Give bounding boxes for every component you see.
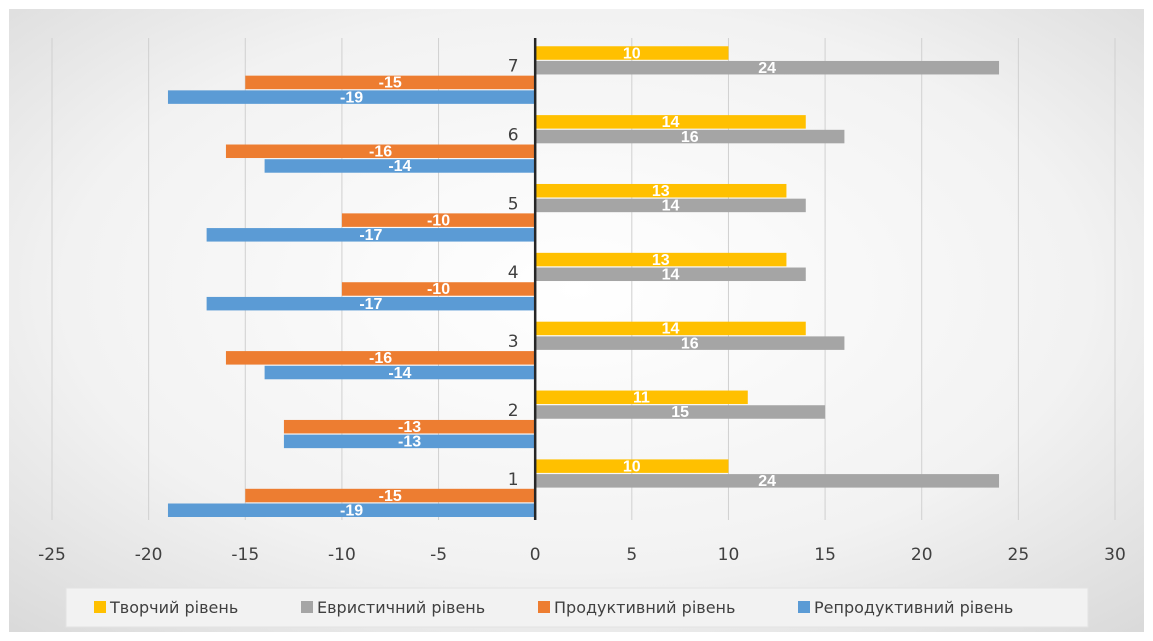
bar: [225, 351, 536, 365]
data-label: -14: [388, 365, 411, 382]
bar: [535, 129, 845, 144]
gridlines: [51, 38, 1116, 520]
legend-box: [65, 587, 1089, 628]
x-tick-label: -15: [231, 545, 259, 565]
category-label: 1: [508, 470, 519, 490]
data-label: 24: [758, 60, 776, 77]
data-label: -17: [359, 227, 382, 244]
data-label: 13: [652, 183, 670, 200]
data-label: 13: [652, 252, 670, 269]
bar: [206, 296, 536, 311]
x-tick-label: -25: [38, 545, 66, 565]
bar: [341, 282, 536, 296]
x-tick-label: 5: [626, 545, 637, 565]
axes: -25 -20 -15 -10 -5 0 5 10 15 20 25 30 1 2 3 4 5 6 7: [38, 38, 1126, 565]
legend-swatch: [538, 601, 550, 613]
bar: [535, 336, 845, 350]
data-label: 14: [662, 198, 680, 215]
bar: [245, 75, 536, 90]
x-tick-label: 25: [1008, 545, 1030, 565]
bar: [535, 198, 806, 213]
data-label: 16: [681, 335, 699, 352]
bar: [535, 252, 787, 267]
data-label: 10: [623, 45, 641, 62]
data-label: -16: [369, 144, 392, 161]
data-label: -13: [398, 434, 421, 451]
bar: [535, 321, 806, 336]
legend-entry: Творчий рівень: [109, 598, 238, 617]
x-tick-label: 10: [718, 545, 740, 565]
x-tick-label: -5: [430, 545, 447, 565]
category-label: 7: [508, 57, 519, 77]
bar: [225, 144, 536, 159]
bar: [283, 434, 536, 449]
bar: [535, 46, 729, 60]
legend-entry: Продуктивний рівень: [554, 598, 735, 617]
data-label: -15: [379, 75, 402, 92]
bar: [167, 503, 536, 517]
x-tick-label: 0: [530, 545, 541, 565]
x-tick-label: -20: [135, 545, 163, 565]
bar: [535, 390, 748, 405]
legend-swatch: [301, 601, 313, 613]
legend-swatch: [94, 601, 106, 613]
data-label: 15: [671, 404, 689, 421]
x-tick-label: 20: [911, 545, 933, 565]
bar: [535, 405, 826, 419]
data-label: -19: [340, 503, 363, 520]
bar: [283, 419, 536, 434]
bar: [535, 474, 1000, 488]
data-label: -10: [427, 212, 450, 229]
legend-entry: Евристичний рівень: [317, 598, 485, 617]
category-label: 3: [508, 332, 519, 352]
data-label: -15: [379, 488, 402, 505]
bar: [264, 159, 536, 173]
bar: [535, 60, 1000, 75]
data-label: -19: [340, 89, 363, 106]
bar: [206, 228, 536, 242]
category-label: 5: [508, 194, 519, 214]
data-label: -10: [427, 281, 450, 298]
legend: Творчий рівень Евристичний рівень Продукти…: [65, 587, 1089, 628]
legend-swatch: [798, 601, 810, 613]
data-label: 14: [662, 114, 680, 131]
data-label: 16: [681, 129, 699, 146]
bar: [341, 213, 536, 227]
category-label: 2: [508, 401, 519, 421]
x-tick-label: -10: [328, 545, 356, 565]
data-label: -13: [398, 419, 421, 436]
bar: [535, 115, 806, 129]
legend-entry: Репродуктивний рівень: [814, 598, 1013, 617]
data-label: -16: [369, 350, 392, 367]
bar: [167, 90, 536, 104]
bar: [535, 183, 787, 198]
data-label: -17: [359, 296, 382, 313]
data-label: 24: [758, 473, 776, 490]
chart-background: [9, 9, 1144, 632]
bar: [264, 365, 536, 380]
bar: [535, 459, 729, 473]
bars: 1024-15-191115-13-131416-16-141314-10-17…: [167, 45, 1000, 520]
data-label: 10: [623, 458, 641, 475]
bar: [535, 267, 806, 282]
x-tick-label: 15: [814, 545, 836, 565]
data-label: 11: [633, 390, 650, 407]
category-label: 6: [508, 126, 519, 146]
bar: [245, 488, 536, 503]
data-label: 14: [662, 321, 680, 338]
data-label: 14: [662, 267, 680, 284]
data-label: -14: [388, 158, 411, 175]
category-label: 4: [508, 263, 519, 283]
x-tick-label: 30: [1104, 545, 1126, 565]
